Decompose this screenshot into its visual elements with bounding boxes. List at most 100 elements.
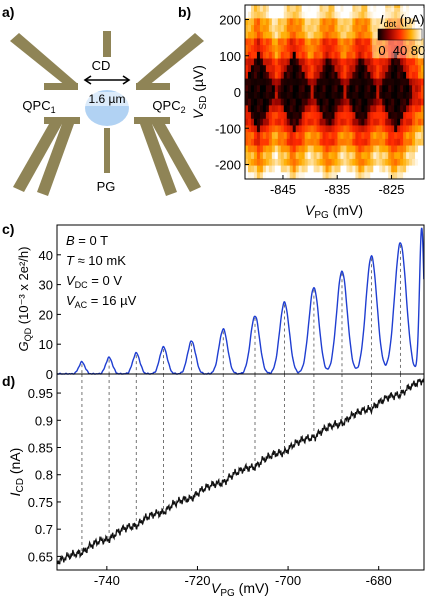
heatmap-cell xyxy=(283,165,288,173)
heatmap-cell xyxy=(298,71,303,80)
heatmap-cell xyxy=(376,112,380,120)
heatmap-cell xyxy=(331,105,336,113)
heatmap-cell xyxy=(406,58,410,66)
heatmap-cell xyxy=(286,112,291,120)
heatmap-cell xyxy=(364,18,368,26)
heatmap-cell xyxy=(307,58,312,66)
heatmap-cell xyxy=(304,31,309,40)
heatmap-cell xyxy=(337,38,342,46)
heatmap-cell xyxy=(373,152,377,160)
heatmap-cell xyxy=(259,152,264,160)
heatmap-cell xyxy=(397,98,401,106)
heatmap-cell xyxy=(277,172,282,179)
heatmap-cell xyxy=(295,112,300,120)
heatmap-cell xyxy=(421,132,424,140)
heatmap-cell xyxy=(382,71,386,80)
heatmap-cell xyxy=(421,92,424,100)
heatmap-cell xyxy=(358,85,362,93)
heatmap-cell xyxy=(388,118,392,127)
heatmap-cell xyxy=(340,125,345,133)
heatmap-cell xyxy=(245,58,249,66)
heatmap-cell xyxy=(253,98,258,106)
heatmap-cell xyxy=(295,31,300,40)
heatmap-cell xyxy=(283,58,288,66)
heatmap-cell xyxy=(394,18,398,26)
heatmap-cell xyxy=(337,85,342,93)
heatmap-cell xyxy=(391,58,395,66)
heatmap-cell xyxy=(415,172,419,179)
heatmap-cell xyxy=(367,78,371,86)
heatmap-cell xyxy=(328,125,333,133)
heatmap-cell xyxy=(418,65,422,73)
heatmap-cell xyxy=(385,112,389,120)
panel-d-ylabel: ICD (nA) xyxy=(7,448,26,497)
heatmap-cell xyxy=(343,31,348,40)
heatmap-cell xyxy=(340,132,345,140)
heatmap-cell xyxy=(334,18,339,26)
heatmap-cell xyxy=(397,158,401,167)
heatmap-cell xyxy=(307,31,312,40)
heatmap-cell xyxy=(394,78,398,86)
heatmap-cell xyxy=(250,11,255,19)
heatmap-cell xyxy=(358,112,362,120)
heatmap-cell xyxy=(343,38,348,46)
heatmap-cell xyxy=(361,112,365,120)
heatmap-cell xyxy=(292,98,297,106)
heatmap-cell xyxy=(292,38,297,46)
heatmap-cell xyxy=(412,85,416,93)
heatmap-cell xyxy=(364,105,368,113)
heatmap-cell xyxy=(322,138,327,147)
heatmap-cell xyxy=(370,118,374,127)
heatmap-cell xyxy=(346,125,351,133)
heatmap-cell xyxy=(409,92,413,100)
heatmap-cell xyxy=(367,65,371,73)
heatmap-cell xyxy=(322,165,327,173)
heatmap-cell xyxy=(298,125,303,133)
heatmap-cell xyxy=(409,152,413,160)
gate-qpc2-upper xyxy=(136,83,170,90)
heatmap-cell xyxy=(247,25,252,33)
heatmap-cell xyxy=(403,38,407,46)
heatmap-cell xyxy=(262,85,267,93)
heatmap-cell xyxy=(292,85,297,93)
heatmap-cell xyxy=(247,51,252,60)
heatmap-cell xyxy=(274,112,279,120)
heatmap-cell xyxy=(262,138,267,147)
heatmap-cell xyxy=(247,31,252,40)
heatmap-cell xyxy=(277,78,282,86)
heatmap-cell xyxy=(355,71,359,80)
heatmap-cell xyxy=(361,125,365,133)
heatmap-cell xyxy=(301,132,306,140)
heatmap-cell xyxy=(247,112,252,120)
heatmap-cell xyxy=(343,92,348,100)
heatmap-cell xyxy=(295,125,300,133)
heatmap-cell xyxy=(262,31,267,40)
heatmap-cell xyxy=(334,11,339,19)
heatmap-cell xyxy=(259,105,264,113)
heatmap-cell xyxy=(409,58,413,66)
heatmap-cell xyxy=(331,98,336,106)
heatmap-cell xyxy=(361,58,365,66)
heatmap-cell xyxy=(358,78,362,86)
heatmap-cell xyxy=(307,172,312,179)
annotation-b-field: B = 0 T xyxy=(66,233,108,248)
heatmap-cell xyxy=(418,138,422,147)
heatmap-cell xyxy=(292,145,297,153)
heatmap-cell xyxy=(349,11,353,19)
heatmap-cell xyxy=(367,11,371,19)
panel-d-y-tick-label: 0.7 xyxy=(35,522,53,537)
heatmap-cell xyxy=(370,138,374,147)
heatmap-cell xyxy=(337,45,342,53)
heatmap-cell xyxy=(364,85,368,93)
heatmap-cell xyxy=(289,138,294,147)
heatmap-cell xyxy=(367,132,371,140)
heatmap-cell xyxy=(337,65,342,73)
heatmap-cell xyxy=(352,105,356,113)
heatmap-cell xyxy=(301,92,306,100)
heatmap-cell xyxy=(379,18,383,26)
heatmap-cell xyxy=(245,65,249,73)
heatmap-cell xyxy=(265,65,270,73)
heatmap-cell xyxy=(373,38,377,46)
heatmap-cell xyxy=(331,65,336,73)
heatmap-cell xyxy=(277,51,282,60)
